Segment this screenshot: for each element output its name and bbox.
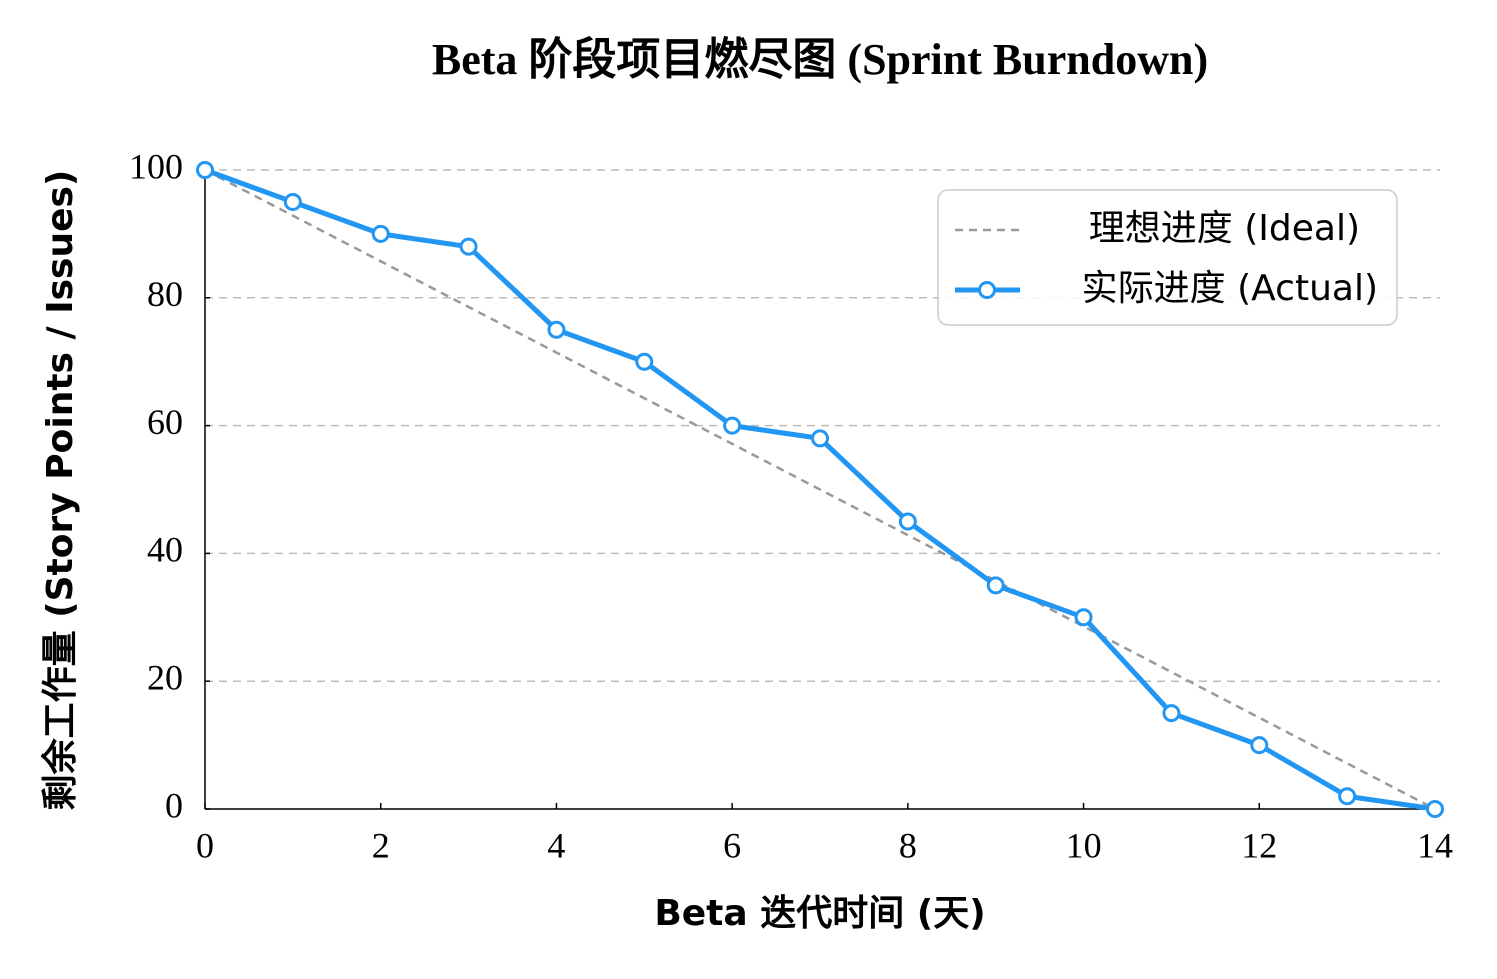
data-point bbox=[811, 429, 829, 448]
x-tick-label: 4 bbox=[547, 825, 565, 865]
x-tick-label: 12 bbox=[1241, 825, 1277, 865]
y-axis-label: 剩余工作量 (Story Points / Issues) bbox=[39, 170, 81, 811]
y-tick-label: 60 bbox=[147, 402, 183, 442]
chart-title: Beta 阶段项目燃尽图 (Sprint Burndown) bbox=[432, 35, 1208, 84]
data-point bbox=[547, 320, 566, 339]
legend-box bbox=[937, 189, 1398, 326]
data-point bbox=[898, 512, 917, 531]
legend-marker bbox=[978, 281, 996, 299]
x-tick-label: 0 bbox=[196, 825, 214, 865]
legend-label: 理想进度 (Ideal) bbox=[1089, 208, 1360, 249]
data-point bbox=[723, 416, 742, 435]
y-tick-label: 20 bbox=[147, 657, 183, 697]
y-tick-label: 100 bbox=[129, 146, 183, 186]
ideal-line bbox=[204, 168, 1436, 811]
legend-label: 实际进度 (Actual) bbox=[1082, 268, 1378, 309]
x-tick-label: 8 bbox=[899, 825, 917, 865]
x-tick-label: 6 bbox=[723, 825, 741, 865]
data-point bbox=[1338, 787, 1357, 806]
x-tick-label: 2 bbox=[372, 825, 390, 865]
data-point bbox=[1162, 704, 1181, 723]
y-tick-label: 40 bbox=[147, 530, 183, 570]
data-point bbox=[283, 192, 302, 211]
data-point bbox=[459, 237, 478, 256]
data-point bbox=[196, 161, 214, 179]
x-tick-label: 14 bbox=[1417, 825, 1453, 865]
y-tick-label: 80 bbox=[147, 274, 183, 314]
x-axis-label: Beta 迭代时间 (天) bbox=[654, 893, 985, 934]
data-point bbox=[1074, 608, 1093, 627]
data-point bbox=[986, 576, 1005, 595]
data-point bbox=[1426, 800, 1444, 818]
data-point bbox=[371, 224, 390, 243]
y-tick-label: 0 bbox=[165, 785, 183, 825]
data-point bbox=[1250, 736, 1269, 755]
data-point bbox=[635, 352, 654, 371]
x-tick-label: 10 bbox=[1066, 825, 1102, 865]
